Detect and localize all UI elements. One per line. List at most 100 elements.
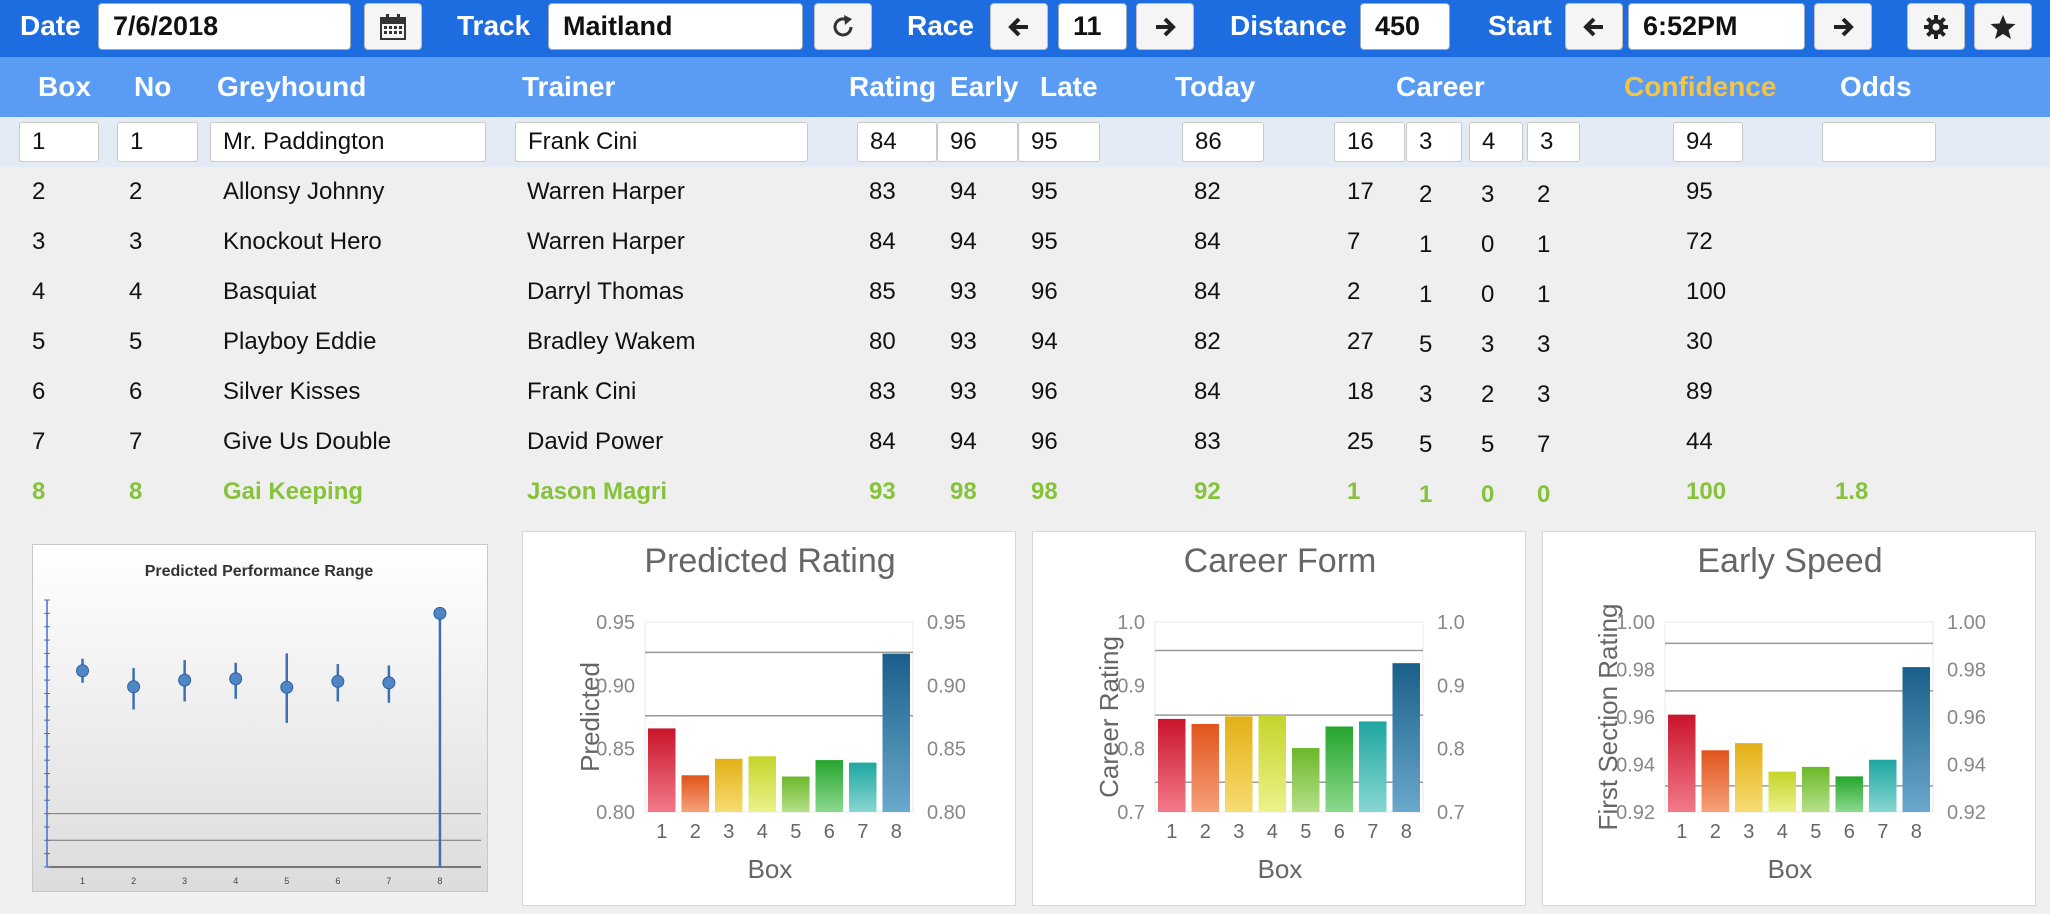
table-row[interactable]: 6 6 Silver Kisses Frank Cini 83 93 96 84… [0, 367, 2050, 417]
cell-confidence: 100 [1686, 278, 1727, 305]
edit-career-seconds[interactable]: 4 [1469, 122, 1523, 162]
edit-box[interactable]: 1 [19, 122, 99, 162]
runners-table: 1 1 Mr. Paddington Frank Cini 84 96 95 8… [0, 117, 2050, 521]
bar [1902, 667, 1930, 812]
performance-range-svg: Predicted Performance Range 1 2 3 4 5 6 7 8 [44, 563, 481, 886]
bar [1701, 750, 1729, 812]
y-tick-label-right: 0.98 [1947, 660, 1986, 682]
distance-field[interactable]: 450 [1360, 3, 1450, 50]
cell-today: 84 [1194, 278, 1221, 305]
cell-early: 93 [950, 278, 977, 305]
edit-late[interactable]: 95 [1018, 122, 1100, 162]
cell-career-thirds: 3 [1537, 331, 1551, 358]
edit-career-thirds[interactable]: 3 [1527, 122, 1580, 162]
edit-trainer[interactable]: Frank Cini [515, 122, 808, 162]
cell-career-thirds: 1 [1537, 281, 1551, 308]
table-row-selected[interactable]: 1 1 Mr. Paddington Frank Cini 84 96 95 8… [0, 117, 2050, 167]
edit-early[interactable]: 96 [937, 122, 1018, 162]
header-greyhound[interactable]: Greyhound [217, 71, 367, 102]
race-prev-button[interactable] [990, 3, 1048, 50]
x-tick-label: 4 [1267, 821, 1278, 843]
settings-button[interactable] [1907, 3, 1965, 50]
x-tick-label: 6 [824, 821, 835, 843]
calendar-button[interactable] [364, 3, 422, 50]
edit-rating[interactable]: 84 [857, 122, 937, 162]
x-tick-label: 2 [131, 876, 136, 886]
bar [1158, 718, 1186, 812]
cell-confidence: 89 [1686, 378, 1713, 405]
y-tick-label-left: 0.90 [596, 675, 635, 697]
table-row[interactable]: 2 2 Allonsy Johnny Warren Harper 83 94 9… [0, 167, 2050, 217]
start-time-field[interactable]: 6:52PM [1628, 3, 1805, 50]
header-confidence[interactable]: Confidence [1624, 71, 1777, 102]
y-axis-label: Career Rating [1094, 636, 1124, 798]
race-number-field[interactable]: 11 [1058, 3, 1127, 50]
table-row-top-pick[interactable]: 8 8 Gai Keeping Jason Magri 93 98 98 92 … [0, 467, 2050, 517]
cell-confidence: 72 [1686, 228, 1713, 255]
edit-confidence[interactable]: 94 [1673, 122, 1743, 162]
y-tick-label-right: 0.7 [1437, 802, 1465, 824]
y-tick-label-right: 0.90 [927, 675, 966, 697]
start-next-button[interactable] [1814, 3, 1872, 50]
cell-career-starts: 2 [1347, 278, 1361, 305]
x-tick-label: 1 [80, 876, 85, 886]
track-field[interactable]: Maitland [548, 3, 803, 50]
y-tick-label-left: 1.0 [1117, 612, 1145, 634]
y-tick-label-right: 1.00 [1947, 612, 1986, 634]
date-field[interactable]: 7/6/2018 [98, 3, 351, 50]
x-tick-label: 3 [182, 876, 187, 886]
header-box[interactable]: Box [38, 71, 91, 102]
cell-no: 2 [129, 178, 143, 205]
cell-greyhound: Basquiat [223, 278, 317, 305]
table-row[interactable]: 4 4 Basquiat Darryl Thomas 85 93 96 84 2… [0, 267, 2050, 317]
cell-late: 94 [1031, 328, 1058, 355]
edit-greyhound[interactable]: Mr. Paddington [210, 122, 486, 162]
edit-odds[interactable] [1822, 122, 1936, 162]
edit-today[interactable]: 86 [1182, 122, 1264, 162]
favorite-button[interactable] [1974, 3, 2032, 50]
header-rating[interactable]: Rating [849, 71, 937, 102]
edit-no[interactable]: 1 [117, 122, 198, 162]
y-tick-label-left: 0.96 [1616, 707, 1655, 729]
table-row[interactable]: 3 3 Knockout Hero Warren Harper 84 94 95… [0, 217, 2050, 267]
x-tick-label: 2 [690, 821, 701, 843]
cell-trainer: Bradley Wakem [527, 328, 696, 355]
header-odds[interactable]: Odds [1840, 71, 1912, 102]
refresh-button[interactable] [814, 3, 872, 50]
header-late[interactable]: Late [1040, 71, 1098, 102]
cell-career-wins: 3 [1419, 381, 1433, 408]
y-tick-label-left: 0.7 [1117, 802, 1145, 824]
table-row[interactable]: 7 7 Give Us Double David Power 84 94 96 … [0, 417, 2050, 467]
y-tick-label-left: 0.94 [1616, 755, 1655, 777]
edit-career-wins[interactable]: 3 [1406, 122, 1462, 162]
edit-career-starts[interactable]: 16 [1334, 122, 1405, 162]
race-next-button[interactable] [1136, 3, 1194, 50]
bar [715, 758, 743, 812]
cell-rating: 84 [869, 428, 896, 455]
cell-career-wins: 5 [1419, 331, 1433, 358]
header-trainer[interactable]: Trainer [522, 71, 616, 102]
cell-early: 98 [950, 478, 977, 505]
header-no[interactable]: No [134, 71, 172, 102]
start-prev-button[interactable] [1565, 3, 1623, 50]
table-row[interactable]: 5 5 Playboy Eddie Bradley Wakem 80 93 94… [0, 317, 2050, 367]
cell-career-wins: 1 [1419, 231, 1433, 258]
x-tick-label: 5 [1300, 821, 1311, 843]
bar [681, 775, 709, 812]
x-tick-label: 1 [1166, 821, 1177, 843]
header-early[interactable]: Early [950, 71, 1019, 102]
cell-today: 82 [1194, 328, 1221, 355]
distance-label: Distance [1230, 10, 1347, 41]
header-career[interactable]: Career [1396, 71, 1485, 102]
cell-early: 94 [950, 428, 977, 455]
bar [815, 760, 843, 812]
cell-box: 6 [32, 378, 46, 405]
range-point [229, 672, 243, 686]
y-axis-label: Predicted [575, 662, 605, 772]
header-today[interactable]: Today [1175, 71, 1256, 102]
performance-range-chart: Predicted Performance Range 1 2 3 4 5 6 7 8 [32, 544, 488, 892]
cell-rating: 80 [869, 328, 896, 355]
range-point [382, 676, 396, 690]
bar [782, 776, 810, 812]
cell-trainer: Darryl Thomas [527, 278, 684, 305]
